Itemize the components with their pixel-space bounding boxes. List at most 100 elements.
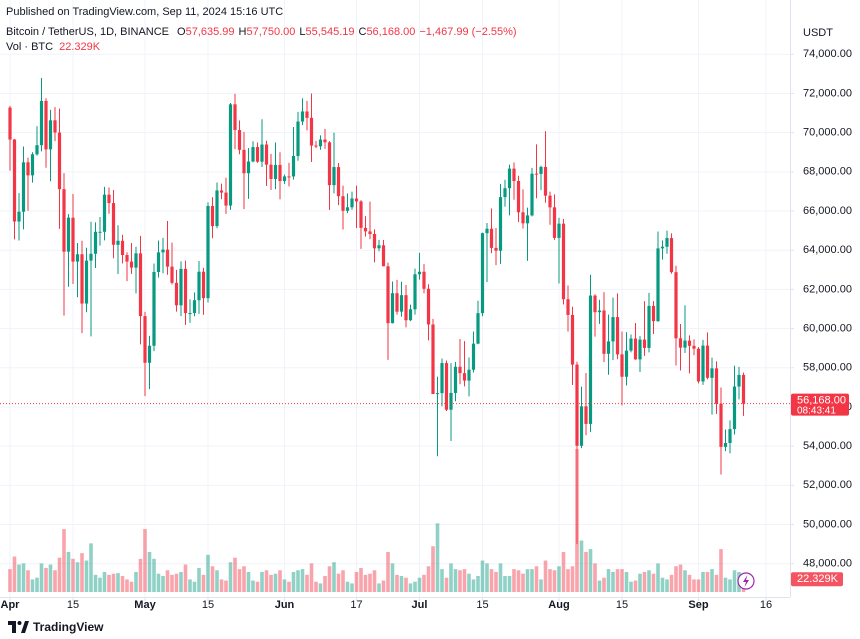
candle-body [534, 173, 539, 175]
candle-body [21, 162, 26, 212]
candle-body [89, 253, 93, 261]
candle-body [350, 198, 354, 208]
volume-bar [296, 570, 300, 592]
volume-bar [611, 571, 615, 592]
volume-bar [89, 543, 93, 592]
volume-bar [98, 577, 102, 592]
candle-body [548, 195, 552, 208]
candle-body [98, 231, 102, 233]
candle-body [210, 206, 215, 227]
candle-body [417, 271, 422, 275]
event-icon-bolt [743, 575, 749, 587]
volume-bar [219, 579, 224, 592]
candle-body [152, 271, 156, 346]
candle-body [435, 393, 440, 395]
candle-body [156, 252, 161, 272]
volume-bar [71, 558, 75, 592]
volume-bar [566, 569, 570, 592]
volume-bar [732, 570, 737, 592]
candle-body [84, 260, 89, 304]
candle-body [687, 340, 692, 346]
candle-body [48, 120, 53, 150]
volume-bar [606, 569, 611, 592]
volume-bar [327, 566, 332, 592]
candle-body [489, 228, 494, 248]
volume-bar [381, 580, 386, 592]
volume-bar [674, 566, 678, 592]
volume-bar [548, 569, 552, 592]
last-price-label: 56,168.00 [797, 395, 846, 407]
x-tick-label: Sep [688, 599, 708, 611]
candle-body [8, 107, 12, 140]
volume-bar [687, 574, 692, 592]
volume-bar [147, 551, 152, 592]
candle-body [422, 271, 426, 289]
volume-bar [12, 556, 17, 592]
volume-bar [489, 569, 494, 592]
volume-bar [377, 583, 381, 592]
x-tick-label: Jul [412, 599, 428, 611]
y-tick-label: 64,000.00 [803, 244, 852, 256]
candle-body [710, 368, 714, 378]
y-tick-label: 62,000.00 [803, 283, 852, 295]
volume-bar [476, 575, 480, 592]
legend-key: H [239, 26, 247, 38]
candle-body [512, 168, 516, 182]
legend-key: L [299, 26, 305, 38]
candle-body [408, 309, 413, 321]
volume-bar [710, 569, 714, 592]
legend-change: −1,467.99 [419, 26, 468, 38]
volume-bar [287, 581, 291, 592]
volume-bar [372, 570, 377, 592]
candle-body [426, 288, 431, 325]
volume-bar [705, 571, 710, 592]
volume-bar [453, 569, 458, 592]
volume-bar [498, 563, 503, 592]
candle-body [381, 245, 386, 267]
volume-bar [291, 571, 296, 592]
volume-bar [134, 571, 138, 592]
candle-body [359, 201, 363, 228]
candle-body [737, 374, 741, 387]
volume-bar [251, 580, 255, 592]
volume-bar [480, 560, 485, 592]
candle-body [282, 176, 287, 182]
candle-body [471, 343, 476, 370]
brand: TradingView [33, 620, 104, 634]
volume-bar [404, 577, 408, 592]
price-layer [0, 77, 790, 545]
candle-body [147, 345, 152, 363]
volume-bar [309, 563, 314, 592]
candle-body [291, 155, 296, 177]
candle-body [656, 248, 660, 322]
candle-body [552, 207, 557, 238]
candle-body [71, 217, 75, 262]
candle-body [314, 145, 318, 147]
volume-bar [719, 549, 723, 592]
candle-body [246, 161, 251, 174]
candle-body [399, 295, 404, 312]
candle-body [368, 231, 372, 234]
volume-bar [305, 574, 309, 592]
volume-bar [602, 577, 606, 592]
legend: Bitcoin / TetherUS, 1D, BINANCE O57,635.9… [6, 26, 517, 38]
volume-bar [669, 574, 674, 592]
candle-body [129, 261, 134, 268]
candle-body [242, 149, 246, 174]
volume-layer [8, 449, 746, 592]
volume-bar [692, 579, 696, 592]
volume-bar [570, 566, 575, 592]
candle-body [665, 238, 669, 247]
candle-body [579, 406, 584, 446]
volume-bar [44, 567, 48, 592]
volume-bar [656, 563, 660, 592]
volume-bar [192, 581, 197, 592]
volume-bar [521, 573, 525, 592]
volume-bar [48, 564, 53, 592]
candle-body [116, 240, 120, 245]
x-tick-label: 15 [616, 599, 628, 611]
volume-bar [552, 570, 557, 592]
published: Published on TradingView.com, Sep 11, 20… [6, 6, 283, 18]
candle-body [462, 373, 467, 381]
